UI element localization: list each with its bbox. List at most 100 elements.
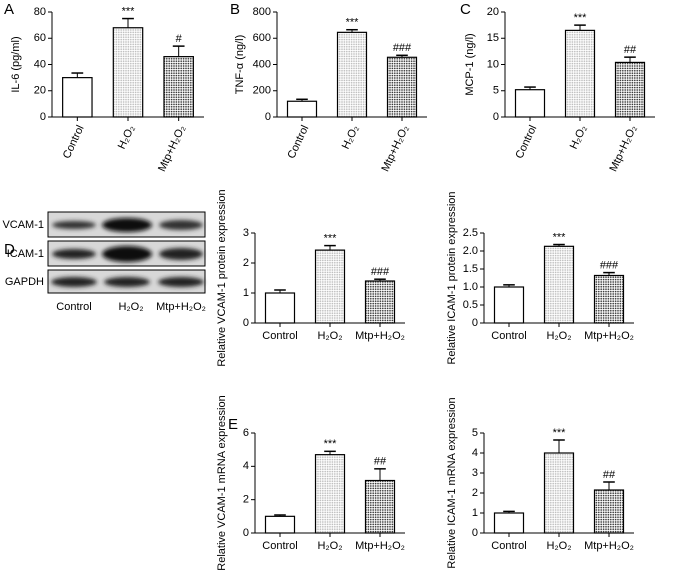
x-tick-label: Control bbox=[262, 330, 297, 342]
blot-row-label: ICAM-1 bbox=[7, 248, 44, 260]
significance-label: *** bbox=[346, 17, 360, 29]
blot-row-label: VCAM-1 bbox=[2, 219, 44, 231]
y-tick-label: 5 bbox=[493, 85, 499, 97]
bar bbox=[314, 454, 346, 534]
y-axis-label: Relative VCAM-1 mRNA expression bbox=[216, 395, 228, 570]
x-tick-label: H₂O₂ bbox=[546, 540, 571, 552]
y-tick-label: 0.5 bbox=[463, 299, 478, 311]
bar bbox=[314, 249, 346, 324]
significance-label: ## bbox=[603, 469, 616, 481]
significance-label: ### bbox=[600, 260, 619, 272]
bar bbox=[564, 29, 596, 118]
y-tick-label: 6 bbox=[243, 427, 249, 439]
x-tick-label: Control bbox=[513, 123, 539, 160]
x-tick-label: Mtp+H₂O₂ bbox=[156, 123, 188, 173]
bar bbox=[264, 515, 296, 534]
bar bbox=[493, 286, 525, 324]
x-tick-label: Control bbox=[61, 123, 87, 160]
panel-letter: E bbox=[228, 416, 238, 433]
significance-label: ### bbox=[371, 266, 390, 278]
y-tick-label: 1.0 bbox=[463, 281, 478, 293]
panel-letter: A bbox=[4, 1, 14, 18]
blot-row-label: GAPDH bbox=[5, 276, 44, 288]
x-tick-label: H₂O₂ bbox=[568, 123, 589, 151]
bar bbox=[593, 274, 625, 324]
y-tick-label: 400 bbox=[253, 58, 271, 70]
y-tick-label: 60 bbox=[34, 32, 46, 44]
y-tick-label: 1 bbox=[243, 287, 249, 299]
y-tick-label: 40 bbox=[34, 58, 46, 70]
y-axis-label: Relative ICAM-1 protein expression bbox=[446, 191, 458, 364]
y-tick-label: 200 bbox=[253, 85, 271, 97]
y-tick-label: 3 bbox=[243, 227, 249, 239]
bar bbox=[543, 245, 575, 324]
x-tick-label: Mtp+H₂O₂ bbox=[379, 123, 411, 173]
y-axis-label: Relative VCAM-1 protein expression bbox=[216, 189, 228, 366]
blot-lane-label: Mtp+H₂O₂ bbox=[156, 301, 206, 313]
x-tick-label: Mtp+H₂O₂ bbox=[355, 540, 405, 552]
y-tick-label: 20 bbox=[487, 6, 499, 18]
y-tick-label: 80 bbox=[34, 6, 46, 18]
bar bbox=[514, 89, 546, 118]
bar bbox=[264, 292, 296, 324]
bar bbox=[364, 479, 396, 534]
panel-letter: B bbox=[230, 1, 240, 18]
x-tick-label: Mtp+H₂O₂ bbox=[355, 330, 405, 342]
y-axis-label: TNF-α (ng/l) bbox=[234, 35, 246, 95]
x-tick-label: Mtp+H₂O₂ bbox=[584, 330, 634, 342]
x-tick-label: Mtp+H₂O₂ bbox=[607, 123, 639, 173]
y-axis-label: MCP-1 (ng/l) bbox=[464, 33, 476, 95]
y-tick-label: 0 bbox=[40, 111, 46, 123]
significance-label: *** bbox=[324, 438, 338, 450]
panel-letter: D bbox=[4, 241, 15, 258]
panel-letter: C bbox=[460, 1, 471, 18]
x-tick-label: H₂O₂ bbox=[317, 540, 342, 552]
significance-label: ## bbox=[374, 456, 387, 468]
y-tick-label: 2 bbox=[472, 487, 478, 499]
y-tick-label: 20 bbox=[34, 85, 46, 97]
significance-label: ## bbox=[624, 44, 637, 56]
y-tick-label: 10 bbox=[487, 58, 499, 70]
significance-label: *** bbox=[122, 5, 136, 17]
bar bbox=[543, 452, 575, 534]
significance-label: ### bbox=[393, 42, 412, 54]
y-tick-label: 800 bbox=[253, 6, 271, 18]
bar bbox=[163, 56, 194, 118]
x-tick-label: Control bbox=[491, 540, 526, 552]
blot-bands bbox=[51, 218, 204, 287]
bar bbox=[286, 100, 318, 118]
bar bbox=[386, 56, 418, 118]
y-tick-label: 0 bbox=[265, 111, 271, 123]
y-tick-label: 15 bbox=[487, 32, 499, 44]
y-tick-label: 2.5 bbox=[463, 227, 478, 239]
y-tick-label: 4 bbox=[243, 460, 249, 472]
y-tick-label: 2 bbox=[243, 494, 249, 506]
x-tick-label: Mtp+H₂O₂ bbox=[584, 540, 634, 552]
bar bbox=[62, 77, 93, 118]
x-tick-label: Control bbox=[285, 123, 311, 160]
x-tick-label: H₂O₂ bbox=[546, 330, 571, 342]
blot-lane-label: H₂O₂ bbox=[118, 301, 143, 313]
y-tick-label: 2.0 bbox=[463, 245, 478, 257]
blot-lane-label: Control bbox=[56, 301, 91, 313]
significance-label: *** bbox=[574, 12, 588, 24]
bar bbox=[593, 489, 625, 534]
y-tick-label: 0 bbox=[472, 317, 478, 329]
bar bbox=[614, 61, 646, 118]
y-tick-label: 0 bbox=[243, 317, 249, 329]
y-tick-label: 0 bbox=[243, 527, 249, 539]
y-tick-label: 2 bbox=[243, 257, 249, 269]
y-axis-label: IL-6 (pg/ml) bbox=[10, 36, 22, 92]
y-tick-label: 5 bbox=[472, 427, 478, 439]
y-tick-label: 0 bbox=[493, 111, 499, 123]
y-tick-label: 4 bbox=[472, 447, 478, 459]
significance-label: *** bbox=[553, 427, 567, 439]
x-tick-label: Control bbox=[491, 330, 526, 342]
bar bbox=[336, 31, 368, 118]
y-tick-label: 0 bbox=[472, 527, 478, 539]
y-tick-label: 1.5 bbox=[463, 263, 478, 275]
bar bbox=[493, 512, 525, 534]
y-axis-label: Relative ICAM-1 mRNA expression bbox=[446, 397, 458, 568]
bar bbox=[112, 27, 144, 118]
